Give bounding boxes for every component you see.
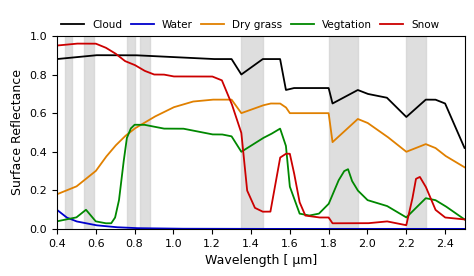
Cloud (410, 110, 416, 113)
Line: Vegtation: Vegtation (57, 125, 465, 223)
Water (54, 208, 60, 211)
Dry grass (54, 193, 60, 196)
Cloud (228, 57, 234, 61)
Vegtation (103, 222, 109, 225)
Snow (100, 45, 106, 48)
Bar (84, 36, 94, 229)
Dry grass (462, 166, 467, 169)
Bar (140, 36, 150, 229)
Vegtation (54, 220, 60, 223)
Y-axis label: Surface Reflectance: Surface Reflectance (11, 70, 24, 195)
Vegtation (454, 212, 460, 216)
Water (125, 226, 130, 229)
X-axis label: Wavelength [ μm]: Wavelength [ μm] (205, 254, 317, 267)
Snow (228, 100, 234, 104)
Bar (127, 36, 135, 229)
Dry grass (454, 161, 459, 164)
Bar (328, 36, 358, 229)
Legend: Cloud, Water, Dry grass, Vegtation, Snow: Cloud, Water, Dry grass, Vegtation, Snow (57, 16, 444, 34)
Water (454, 227, 459, 230)
Water (410, 227, 416, 230)
Cloud (462, 146, 467, 150)
Cloud (210, 57, 216, 61)
Vegtation (462, 218, 467, 221)
Snow (403, 224, 409, 227)
Bar (406, 36, 426, 229)
Dry grass (210, 98, 215, 101)
Snow (73, 42, 79, 45)
Line: Cloud: Cloud (57, 55, 465, 148)
Line: Water: Water (57, 210, 465, 229)
Dry grass (100, 159, 106, 162)
Cloud (100, 54, 106, 57)
Vegtation (132, 123, 137, 126)
Vegtation (228, 135, 234, 138)
Cloud (125, 54, 130, 57)
Cloud (54, 57, 60, 61)
Snow (454, 217, 460, 220)
Snow (462, 218, 467, 221)
Dry grass (228, 98, 234, 101)
Snow (410, 194, 416, 198)
Snow (54, 44, 60, 47)
Water (462, 227, 467, 230)
Water (210, 227, 216, 230)
Vegtation (410, 209, 416, 213)
Vegtation (125, 134, 130, 138)
Cloud (93, 54, 99, 57)
Snow (125, 60, 130, 64)
Line: Snow: Snow (57, 44, 465, 225)
Water (229, 227, 235, 230)
Dry grass (410, 148, 416, 151)
Bar (64, 36, 73, 229)
Dry grass (125, 132, 130, 136)
Water (100, 224, 106, 228)
Cloud (454, 128, 459, 132)
Line: Dry grass: Dry grass (57, 100, 465, 194)
Vegtation (100, 221, 106, 225)
Vegtation (210, 133, 216, 136)
Dry grass (210, 98, 216, 101)
Snow (210, 75, 216, 79)
Bar (241, 36, 263, 229)
Water (228, 227, 234, 230)
